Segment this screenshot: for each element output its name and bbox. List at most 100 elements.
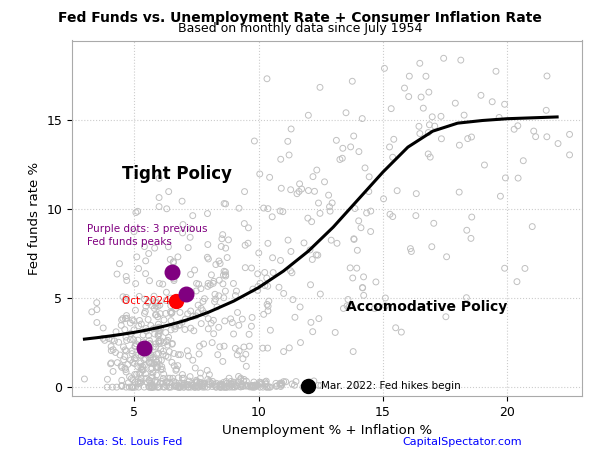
Point [232,288,241,295]
Point [122,312,131,319]
Point [157,378,166,385]
Point [188,356,197,364]
Point [288,296,298,303]
Point [250,383,259,391]
Point [117,316,127,324]
Point [241,351,251,358]
Point [155,328,164,335]
Point [364,173,374,180]
Point [125,330,135,337]
Point [146,383,156,391]
Point [166,310,176,317]
Point [176,351,185,358]
Point [237,380,247,387]
Point [205,281,215,288]
Point [128,383,138,391]
Point [103,376,112,383]
Point [217,235,227,243]
Point [262,301,272,308]
Text: CapitalSpectator.com: CapitalSpectator.com [403,436,522,446]
Point [185,378,194,385]
Point [260,282,269,289]
Point [292,190,302,197]
Point [167,359,177,366]
Point [222,383,232,391]
Point [476,92,486,99]
Point [204,380,214,387]
Point [439,54,448,62]
Point [121,315,130,322]
Point [209,330,218,338]
Point [513,175,523,182]
Point [208,339,217,346]
Point [126,330,136,338]
Point [116,362,126,369]
Y-axis label: Fed funds rate %: Fed funds rate % [28,162,41,275]
Point [178,221,188,228]
Point [158,366,167,373]
Point [210,298,220,305]
Point [155,327,164,334]
Point [197,382,206,390]
Point [186,383,196,391]
Point [134,383,143,391]
Point [189,327,199,334]
Point [196,374,205,382]
Point [113,359,122,366]
Point [247,383,257,391]
Point [466,235,476,242]
Point [331,329,340,336]
Text: Oct 2024: Oct 2024 [122,296,170,306]
Point [203,241,212,248]
Point [542,133,551,140]
Point [173,351,183,358]
Point [162,205,172,212]
Point [429,220,439,227]
Text: Tight Policy: Tight Policy [122,165,232,183]
Point [234,322,244,329]
Point [112,383,121,391]
Point [268,213,277,220]
Point [303,215,313,222]
Point [106,347,116,354]
Point [233,309,242,316]
Point [220,200,229,207]
Point [166,383,176,391]
Point [120,326,130,333]
Point [356,224,366,231]
Point [118,315,128,322]
Point [219,383,229,391]
Point [171,383,181,390]
Point [170,381,180,388]
Point [154,338,164,345]
Point [347,78,357,85]
Point [127,316,137,324]
Point [152,364,161,371]
Point [454,189,464,196]
Point [236,383,245,391]
Point [116,322,126,329]
Point [139,356,149,363]
Point [263,205,273,212]
Point [262,383,271,391]
Point [182,290,191,297]
Point [209,317,218,324]
Point [199,382,208,389]
Point [263,383,273,391]
Point [203,210,212,217]
Point [275,207,285,215]
Point [400,85,409,92]
Point [247,314,257,321]
Point [242,378,251,385]
Point [218,381,227,388]
Point [338,155,347,162]
Point [166,294,176,302]
Point [164,243,173,250]
Point [199,381,209,388]
Point [416,94,426,101]
Point [359,292,368,299]
Point [232,351,242,358]
Point [127,347,137,354]
Point [241,242,250,249]
Point [209,278,218,285]
